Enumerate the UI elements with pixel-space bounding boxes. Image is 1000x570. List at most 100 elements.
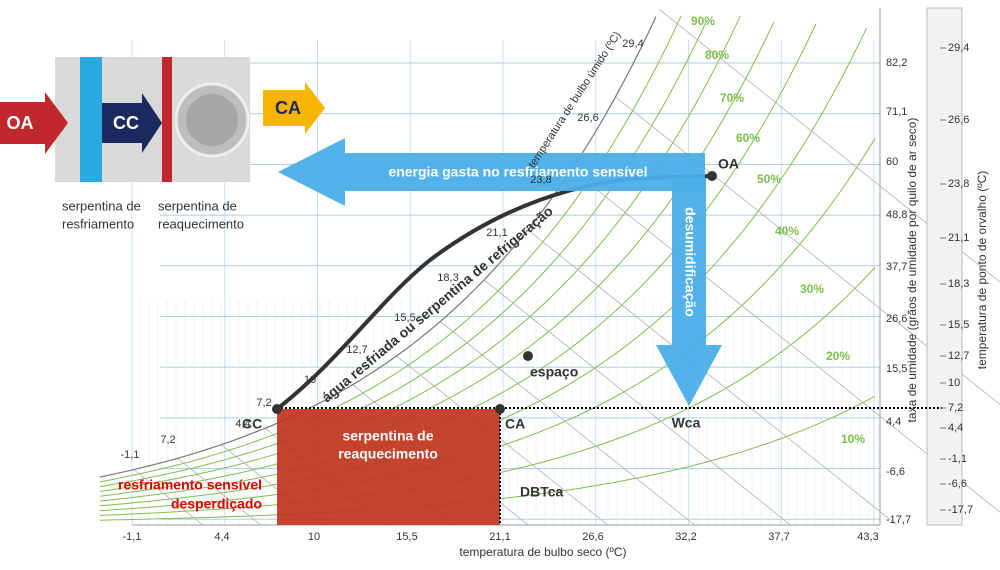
point-label: Wca xyxy=(672,415,701,431)
ca-label: CA xyxy=(275,98,301,118)
reheat-coil-label: reaquecimento xyxy=(158,216,244,231)
x-tick-label: 10 xyxy=(308,531,320,543)
point-label: CA xyxy=(505,416,525,432)
wet-bulb-line xyxy=(440,321,695,526)
humidity-tick-label: 60 xyxy=(886,156,898,168)
cooling-coil-label: resfriamento xyxy=(62,216,134,231)
wet-bulb-tick-label: 21,1 xyxy=(486,227,507,239)
rh-curve xyxy=(99,16,741,492)
x-tick-label: 32,2 xyxy=(675,531,696,543)
cooling-coil xyxy=(80,57,102,182)
reheat-block-label: reaquecimento xyxy=(338,446,438,462)
wet-bulb-tick-label: -1,1 xyxy=(121,449,140,461)
humidity-tick-label: 15,5 xyxy=(886,363,907,375)
dew-point-tick-label: -1,1 xyxy=(948,453,967,465)
wet-bulb-line xyxy=(177,457,262,526)
dew-point-tick-label: -17,7 xyxy=(948,504,973,516)
oa-arrow xyxy=(0,92,68,154)
dehumid-arrow xyxy=(656,178,722,406)
cc-arrow xyxy=(102,93,162,153)
wet-bulb-line xyxy=(483,279,791,526)
wet-bulb-tick-label: 18,3 xyxy=(437,272,458,284)
reheat-block xyxy=(277,409,500,525)
dew-point-tick-label: 26,6 xyxy=(948,114,969,126)
rh-label: 20% xyxy=(826,349,850,363)
rh-label: 60% xyxy=(736,131,760,145)
rh-label: 50% xyxy=(757,172,781,186)
cooling-coil-label: serpentina de xyxy=(62,198,141,213)
wet-bulb-tick-label: 12,7 xyxy=(346,344,367,356)
dew-point-axis-title: temperatura de ponto de orvalho (ºC) xyxy=(975,171,989,370)
wet-bulb-tick-label: 7,2 xyxy=(256,397,271,409)
wet-bulb-tick-label: 15,5 xyxy=(394,312,415,324)
rh-label: 40% xyxy=(775,224,799,238)
point-label: DBTca xyxy=(520,484,564,500)
point-label: CC xyxy=(242,416,262,432)
wet-bulb-line xyxy=(133,469,204,526)
dew-point-tick-label: 7,2 xyxy=(948,402,963,414)
rh-label: 10% xyxy=(841,432,865,446)
x-tick-label: 37,7 xyxy=(768,531,789,543)
dew-point-tick-label: 29,4 xyxy=(948,42,969,54)
reheat-coil xyxy=(162,57,172,182)
wasted-label: desperdiçado xyxy=(171,496,262,512)
plot-bg xyxy=(132,8,880,525)
humidity-tick-label: 4,4 xyxy=(886,416,901,428)
ca-point xyxy=(495,404,505,414)
humidity-tick-label: 37,7 xyxy=(886,261,907,273)
rh-label: 90% xyxy=(691,14,715,28)
x-tick-label: 26,6 xyxy=(582,531,603,543)
dew-point-tick-label: 21,1 xyxy=(948,232,969,244)
humidity-tick-label: 82,2 xyxy=(886,57,907,69)
wet-bulb-line xyxy=(659,9,1000,283)
wet-bulb-tick-label: 26,6 xyxy=(577,112,598,124)
wasted-label: resfriamento sensível xyxy=(118,477,262,493)
x-axis-title: temperatura de bulbo seco (ºC) xyxy=(459,545,626,559)
humidity-axis-title: taxa de umidade (grãos de umidade por qu… xyxy=(905,118,919,423)
wet-bulb-tick-label: 4,4 xyxy=(235,418,250,430)
rh-label: 70% xyxy=(720,91,744,105)
rh-label: 80% xyxy=(705,48,729,62)
x-tick-label: -1,1 xyxy=(123,531,142,543)
rh-label: 30% xyxy=(800,282,824,296)
x-tick-label: 4,4 xyxy=(214,531,229,543)
x-tick-label: 15,5 xyxy=(396,531,417,543)
humidity-tick-label: -17,7 xyxy=(886,514,911,526)
x-tick-label: 43,3 xyxy=(857,531,878,543)
humidity-tick-label: 48,8 xyxy=(886,209,907,221)
point-label: OA xyxy=(718,156,739,172)
ca-arrow xyxy=(263,82,325,134)
humidity-tick-label: 26,6 xyxy=(886,313,907,325)
dew-point-tick-label: 23,8 xyxy=(948,178,969,190)
dew-point-tick-label: 18,3 xyxy=(948,278,969,290)
wet-bulb-tick-label: 29,4 xyxy=(622,38,643,50)
dehumid-arrow-label: desumidificação xyxy=(682,207,698,317)
chart-grid xyxy=(99,8,1000,526)
dew-point-tick-label: -6,6 xyxy=(948,478,967,490)
cc-label: CC xyxy=(113,113,139,133)
x-tick-label: 21,1 xyxy=(489,531,510,543)
sensible-arrow xyxy=(278,138,705,206)
fan-hub xyxy=(186,94,238,146)
dew-point-tick-label: 4,4 xyxy=(948,422,963,434)
oa-label: OA xyxy=(7,113,34,133)
dew-point-tick-label: 12,7 xyxy=(948,350,969,362)
humidity-tick-label: 71,1 xyxy=(886,106,907,118)
wet-bulb-tick-label: 23,8 xyxy=(530,174,551,186)
rh-curve xyxy=(99,21,775,497)
dew-point-tick-label: 10 xyxy=(948,377,960,389)
sensible-arrow-label: energia gasta no resfriamento sensível xyxy=(388,164,647,180)
dew-point-panel xyxy=(926,7,963,526)
wet-bulb-tick-label: 7,2 xyxy=(160,434,175,446)
reheat-block-label: serpentina de xyxy=(342,428,433,444)
space-point xyxy=(523,351,533,361)
oa-point xyxy=(707,171,717,181)
humidity-tick-label: -6,6 xyxy=(886,466,905,478)
reheat-coil-label: serpentina de xyxy=(158,198,237,213)
wet-bulb-tick-label: 10 xyxy=(304,374,316,386)
wet-bulb-line xyxy=(396,355,608,526)
point-label: espaço xyxy=(530,364,578,380)
wet-bulb-line xyxy=(527,229,898,526)
dew-point-tick-label: 15,5 xyxy=(948,319,969,331)
